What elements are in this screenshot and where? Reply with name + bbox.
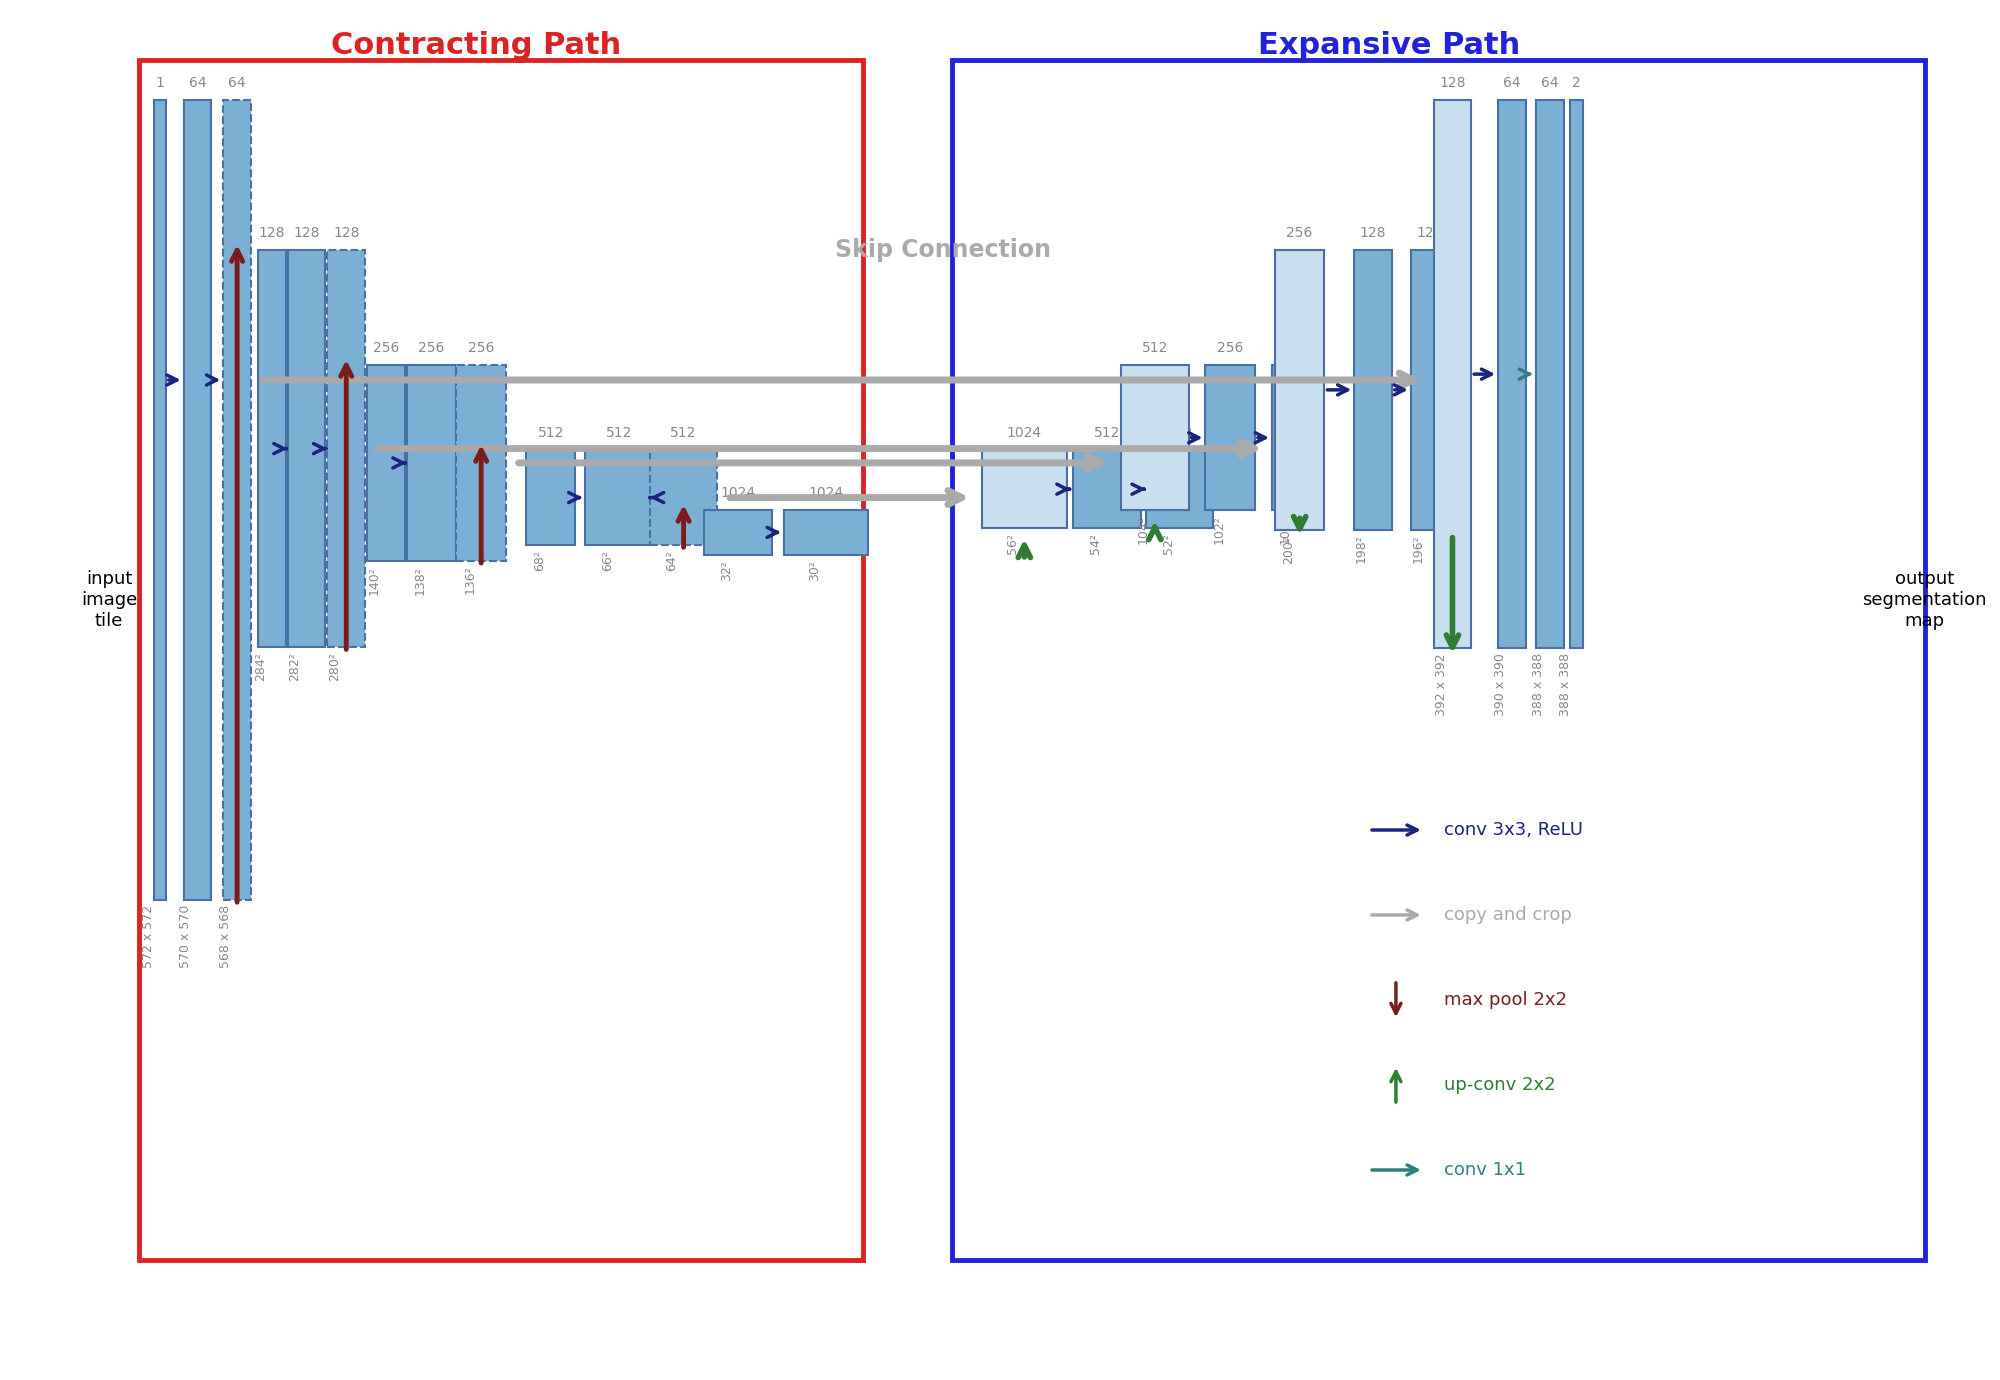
Bar (1354, 250, 1392, 530)
Text: 128: 128 (1416, 226, 1442, 240)
Bar (1146, 450, 1214, 529)
Text: 198²: 198² (1356, 534, 1368, 563)
Text: 2: 2 (1572, 76, 1580, 90)
Bar (328, 250, 366, 647)
Text: 128: 128 (258, 226, 286, 240)
Text: 568 x 568: 568 x 568 (220, 905, 232, 969)
Bar (1498, 99, 1526, 649)
Bar (1274, 250, 1324, 530)
Text: max pool 2x2: max pool 2x2 (1444, 991, 1566, 1009)
Bar (1536, 99, 1564, 649)
Text: 256: 256 (468, 341, 494, 355)
Text: 128: 128 (1440, 76, 1466, 90)
Text: 56²: 56² (1006, 533, 1020, 555)
Text: 256: 256 (1284, 341, 1310, 355)
Bar (704, 511, 772, 555)
Text: 200²: 200² (1282, 534, 1294, 563)
Text: 64: 64 (228, 76, 246, 90)
Text: 284²: 284² (254, 653, 266, 680)
Text: 54²: 54² (1090, 533, 1102, 555)
Text: 52²: 52² (1162, 533, 1174, 555)
Text: 64²: 64² (666, 551, 678, 571)
Text: 102²: 102² (1212, 516, 1226, 544)
Text: copy and crop: copy and crop (1444, 907, 1572, 925)
Bar (1434, 99, 1472, 649)
Text: 1024: 1024 (720, 486, 756, 500)
Text: 512: 512 (1142, 341, 1168, 355)
Text: 256: 256 (418, 341, 444, 355)
Bar (526, 450, 576, 545)
Text: Skip Connection: Skip Connection (834, 237, 1050, 262)
Bar (138, 59, 864, 1260)
Bar (154, 99, 166, 900)
Text: 64: 64 (1504, 76, 1520, 90)
Text: 512: 512 (538, 426, 564, 440)
Text: 512: 512 (606, 426, 632, 440)
Bar (1122, 364, 1188, 511)
Text: 128: 128 (1360, 226, 1386, 240)
Text: 140²: 140² (368, 566, 380, 595)
Text: 512: 512 (1094, 426, 1120, 440)
Bar (650, 450, 718, 545)
Bar (258, 250, 286, 647)
Text: 1: 1 (156, 76, 164, 90)
Bar (982, 450, 1066, 529)
Bar (952, 59, 1924, 1260)
Text: 256: 256 (1286, 226, 1312, 240)
Text: 390 x 390: 390 x 390 (1494, 653, 1508, 716)
Bar (1272, 364, 1322, 511)
Text: 66²: 66² (602, 551, 614, 571)
Text: Expansive Path: Expansive Path (1258, 30, 1520, 59)
Text: input
image
tile: input image tile (82, 570, 138, 629)
Text: 196²: 196² (1412, 534, 1424, 563)
Text: conv 3x3, ReLU: conv 3x3, ReLU (1444, 821, 1582, 839)
Text: conv 1x1: conv 1x1 (1444, 1161, 1526, 1179)
Text: 1024: 1024 (1006, 426, 1042, 440)
Text: 1024: 1024 (808, 486, 844, 500)
Text: 104²: 104² (1136, 516, 1150, 544)
Text: output
segmentation
map: output segmentation map (1862, 570, 1986, 629)
Text: 32²: 32² (720, 560, 734, 581)
Text: 100²: 100² (1278, 516, 1292, 544)
Text: 388 x 388: 388 x 388 (1558, 653, 1572, 716)
Bar (1570, 99, 1584, 649)
Text: 128: 128 (334, 226, 360, 240)
Bar (224, 99, 252, 900)
Text: 64: 64 (188, 76, 206, 90)
Bar (1410, 250, 1448, 530)
Text: 282²: 282² (288, 653, 302, 680)
Text: 68²: 68² (532, 551, 546, 571)
Bar (368, 364, 404, 560)
Bar (586, 450, 652, 545)
Bar (456, 364, 506, 560)
Bar (288, 250, 326, 647)
Bar (784, 511, 868, 555)
Text: 30²: 30² (808, 560, 820, 581)
Bar (406, 364, 456, 560)
Text: 64: 64 (1540, 76, 1558, 90)
Bar (1206, 364, 1256, 511)
Text: 512: 512 (1166, 426, 1192, 440)
Text: 572 x 572: 572 x 572 (142, 905, 154, 969)
Text: 128: 128 (294, 226, 320, 240)
Text: 570 x 570: 570 x 570 (180, 905, 192, 969)
Text: 392 x 392: 392 x 392 (1434, 653, 1448, 716)
Text: 138²: 138² (414, 566, 426, 595)
Text: up-conv 2x2: up-conv 2x2 (1444, 1076, 1556, 1094)
Text: Contracting Path: Contracting Path (332, 30, 622, 59)
Text: 388 x 388: 388 x 388 (1532, 653, 1544, 716)
Text: 136²: 136² (464, 566, 476, 595)
Bar (184, 99, 212, 900)
Text: 512: 512 (670, 426, 696, 440)
Text: 256: 256 (372, 341, 400, 355)
Bar (1074, 450, 1140, 529)
Text: 280²: 280² (328, 653, 342, 682)
Text: 256: 256 (1218, 341, 1244, 355)
